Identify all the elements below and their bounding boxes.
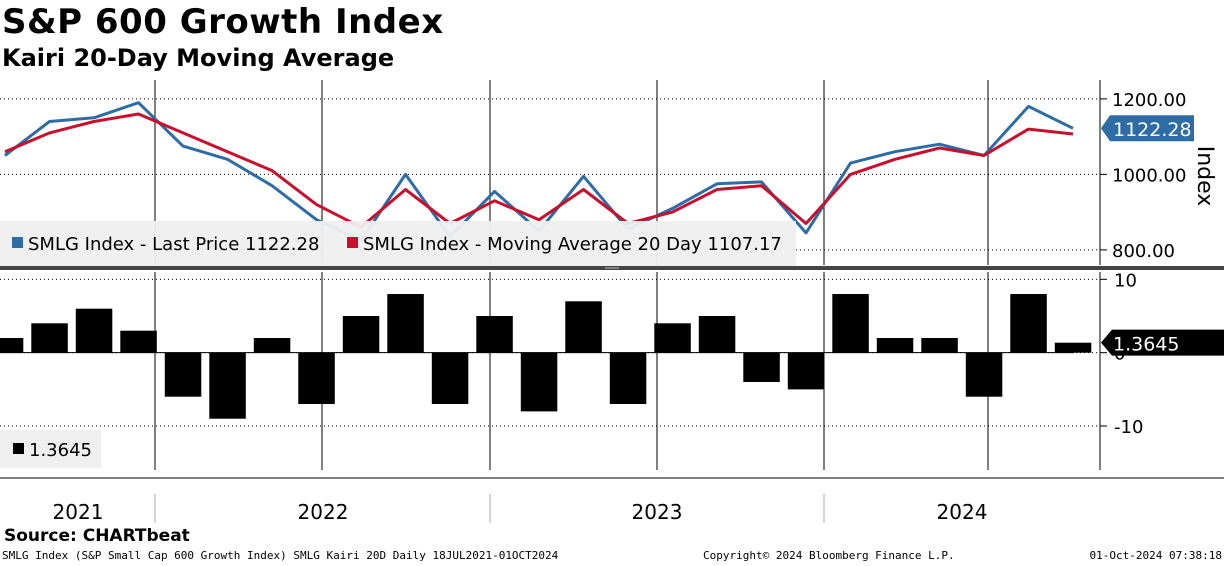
kairi-bar-8 [342, 316, 380, 353]
kairi-value-tag [1101, 329, 1224, 356]
kairi-bar-17 [743, 352, 780, 382]
kairi-bar-9 [387, 294, 424, 353]
legend-ma-swatch [347, 237, 358, 248]
x-axis-year-2022: 2022 [298, 500, 349, 524]
kairi-bar-18 [787, 352, 825, 390]
chart-title: S&P 600 Growth Index [2, 2, 444, 42]
kairi-ytick-label-2: 10 [1114, 270, 1137, 291]
kairi-bar-1 [31, 323, 68, 353]
kairi-bar-22 [965, 352, 1003, 397]
last-price-value-tag [1101, 115, 1194, 142]
kairi-bar-19 [832, 294, 869, 353]
kairi-bar-5 [209, 352, 246, 419]
kairi-legend-swatch [13, 443, 24, 454]
kairi-bar-21 [921, 338, 958, 353]
series-info: SMLG Index (S&P Small Cap 600 Growth Ind… [2, 549, 559, 562]
legend-ma-label: SMLG Index - Moving Average 20 Day 1107.… [363, 234, 782, 255]
kairi-bar-20 [876, 338, 914, 353]
price-ytick-label-2: 1200.00 [1112, 90, 1186, 111]
kairi-bar-10 [431, 352, 469, 404]
kairi-bar-14 [609, 352, 647, 404]
last-price-value: 1122.28 [1113, 119, 1192, 141]
kairi-bar-0 [0, 338, 24, 353]
price-ytick-label-0: 800.00 [1112, 241, 1175, 262]
kairi-bar-24 [1054, 342, 1092, 353]
price-axis-label: Index [1192, 146, 1217, 207]
copyright: Copyright© 2024 Bloomberg Finance L.P. [703, 549, 955, 562]
x-axis-year-2021: 2021 [53, 500, 104, 524]
kairi-bar-7 [298, 352, 335, 404]
x-axis-year-2023: 2023 [632, 500, 683, 524]
kairi-bar-13 [565, 301, 602, 353]
moving-average-line [4, 112, 1074, 229]
kairi-legend-label: 1.3645 [29, 440, 92, 461]
timestamp: 01-Oct-2024 07:38:18 [1089, 549, 1222, 562]
legend-price-label: SMLG Index - Last Price 1122.28 [28, 234, 319, 255]
price-ytick-label-1: 1000.00 [1112, 165, 1186, 186]
kairi-bar-16 [698, 316, 736, 353]
source-note: Source: CHARTbeat [4, 526, 190, 546]
price-legend-box [0, 221, 796, 266]
chart-subtitle: Kairi 20-Day Moving Average [2, 44, 395, 72]
x-axis-year-2024: 2024 [937, 500, 988, 524]
kairi-bar-11 [476, 316, 513, 353]
kairi-value: 1.3645 [1113, 334, 1179, 356]
kairi-bar-6 [253, 338, 291, 353]
kairi-bar-23 [1010, 294, 1047, 353]
kairi-ytick-label-0: -10 [1114, 417, 1143, 438]
kairi-bar-4 [164, 352, 202, 397]
legend-price-swatch [12, 237, 23, 248]
kairi-bar-15 [654, 323, 691, 353]
kairi-bar-12 [520, 352, 558, 412]
kairi-bar-2 [75, 308, 113, 353]
kairi-bar-3 [120, 330, 157, 353]
